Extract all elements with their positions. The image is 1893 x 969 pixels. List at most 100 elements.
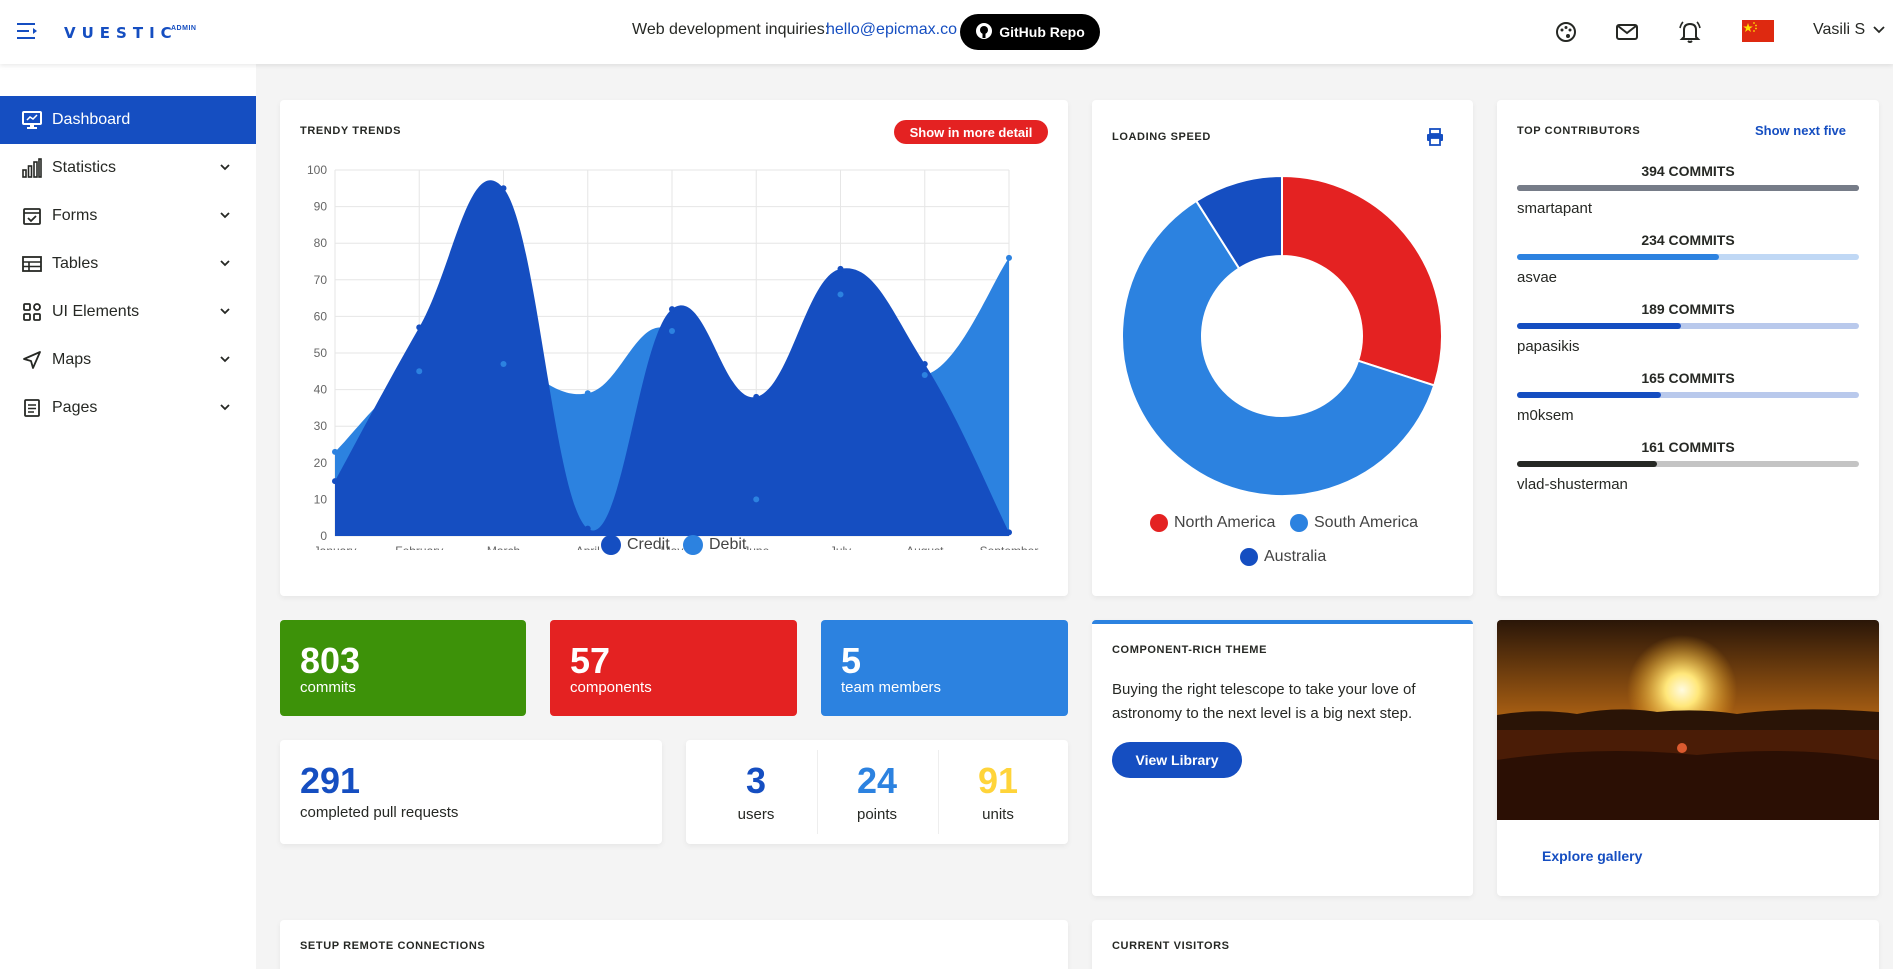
team-members-tile: 5 team members [821,620,1068,716]
data-point-credit[interactable] [332,478,338,485]
data-point-debit[interactable] [753,496,760,503]
legend-south-america[interactable]: South America [1290,514,1418,532]
print-icon[interactable] [1426,128,1444,151]
contributor-name[interactable]: m0ksem [1517,407,1574,424]
contributor-progress-fill [1517,185,1859,191]
card-title: SETUP REMOTE CONNECTIONS [300,940,486,952]
legend-north-america[interactable]: North America [1150,514,1275,532]
data-point-debit[interactable] [921,371,928,378]
show-more-detail-button[interactable]: Show in more detail [894,120,1048,144]
gallery-card: Explore gallery [1497,620,1879,896]
sidebar-item-dashboard[interactable]: Dashboard [0,96,256,144]
y-tick-label: 10 [314,492,328,506]
chevron-down-icon [218,256,232,270]
contributor-progress-fill [1517,392,1661,398]
contributor-progress-fill [1517,323,1682,329]
show-next-five-link[interactable]: Show next five [1755,123,1847,138]
legend-dot [1290,514,1308,532]
logo[interactable]: VUESTIC [64,24,178,42]
inquiry-email-link[interactable]: hello@epicmax.co [826,21,957,38]
donut-slice-north-america[interactable] [1281,174,1443,387]
sidebar-item-ui-elements[interactable]: UI Elements [0,288,256,336]
sidebar-item-label: UI Elements [52,303,140,320]
legend-australia[interactable]: Australia [1240,548,1326,566]
china-flag-icon[interactable] [1742,20,1774,42]
x-tick-label: June [743,544,769,550]
data-point-debit[interactable] [1006,254,1012,261]
data-point-credit[interactable] [921,360,928,367]
sidebar-item-tables[interactable]: Tables [0,240,256,288]
user-menu[interactable]: Vasili S [1813,21,1885,39]
contributor-count: 394 COMMITS [1641,163,1735,179]
sidebar-item-maps[interactable]: Maps [0,336,256,384]
contributor-count: 165 COMMITS [1641,370,1735,386]
card-title: LOADING SPEED [1112,131,1211,143]
top-contributors-card: TOP CONTRIBUTORS Show next five 394 COMM… [1497,100,1879,596]
pull-requests-card: 291 completed pull requests [280,740,662,844]
data-point-debit[interactable] [584,390,591,397]
legend-credit-label: Credit [627,536,670,553]
menu-toggle-icon[interactable] [17,22,39,40]
legend-credit[interactable]: Credit [601,535,670,555]
users-stat: 3 users [698,760,814,823]
contributor-progress [1517,461,1859,467]
contributor-name[interactable]: vlad-shusterman [1517,476,1628,493]
contributor-progress [1517,392,1859,398]
chevron-down-icon [218,160,232,174]
x-tick-label: September [980,544,1039,550]
divider [938,750,939,834]
sidebar-item-pages[interactable]: Pages [0,384,256,432]
contributor-progress [1517,254,1859,260]
y-tick-label: 20 [314,456,328,470]
contributor-name[interactable]: smartapant [1517,200,1593,217]
data-point-debit[interactable] [500,360,507,367]
bell-icon[interactable] [1677,19,1703,45]
data-point-credit[interactable] [1006,529,1012,536]
y-tick-label: 80 [314,236,328,250]
contributor-count: 234 COMMITS [1641,232,1735,248]
data-point-credit[interactable] [584,525,591,532]
x-tick-label: February [395,544,443,550]
y-tick-label: 50 [314,346,328,360]
sunset-image [1497,620,1879,820]
tile-label: components [570,679,652,696]
tile-value: 803 [300,640,361,681]
data-point-credit[interactable] [753,393,760,400]
trend-chart: 0 10 20 30 40 50 60 70 80 90 100 January February Mar… [307,163,1039,550]
donut-slice-south-america[interactable] [1121,199,1436,497]
data-point-debit[interactable] [332,448,338,455]
data-point-credit[interactable] [416,324,423,331]
view-library-button[interactable]: View Library [1112,742,1242,778]
legend-debit[interactable]: Debit [683,535,746,555]
palette-icon[interactable] [1553,19,1579,45]
chevron-down-icon [218,352,232,366]
contributor-progress-fill [1517,461,1658,467]
stat-label: points [856,806,898,823]
data-point-debit[interactable] [669,328,675,335]
legend-debit-label: Debit [709,536,747,553]
legend-credit-dot [601,535,621,555]
data-point-credit[interactable] [500,185,507,192]
explore-gallery-link[interactable]: Explore gallery [1542,848,1643,864]
current-visitors-card: CURRENT VISITORS [1092,920,1879,969]
sidebar-item-forms[interactable]: Forms [0,192,256,240]
sidebar-item-label: Tables [52,255,99,272]
data-point-credit[interactable] [669,306,675,313]
sidebar-item-label: Pages [52,399,98,416]
data-point-debit[interactable] [837,291,844,298]
contributor-count: 161 COMMITS [1641,439,1735,455]
legend-debit-dot [683,535,703,555]
donut-slice-australia[interactable] [1194,174,1283,270]
x-tick-label: March [487,544,520,550]
data-point-debit[interactable] [416,368,423,375]
y-tick-label: 60 [314,309,328,323]
sidebar-item-statistics[interactable]: Statistics [0,144,256,192]
github-repo-button[interactable]: GitHub Repo [960,14,1100,50]
contributor-name[interactable]: asvae [1517,269,1558,286]
data-point-credit[interactable] [837,265,844,272]
chevron-down-icon [218,304,232,318]
legend-dot [1240,548,1258,566]
mail-icon[interactable] [1614,19,1640,45]
github-repo-label: GitHub Repo [999,24,1085,40]
contributor-name[interactable]: papasikis [1517,338,1580,355]
